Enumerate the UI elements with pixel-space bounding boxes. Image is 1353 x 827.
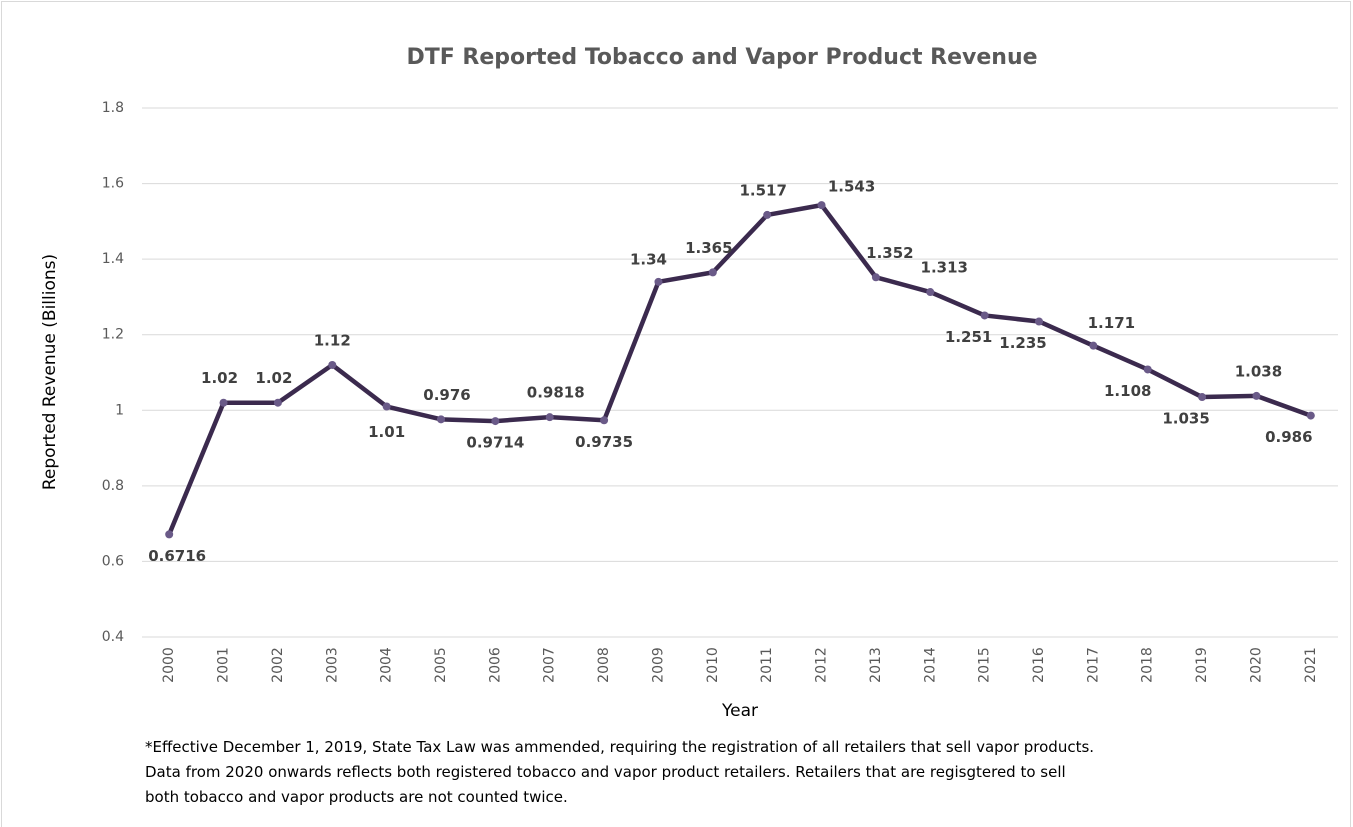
x-tick-label: 2002 bbox=[270, 647, 286, 683]
point bbox=[328, 360, 337, 369]
point bbox=[1035, 317, 1043, 326]
data-label: 1.12 bbox=[314, 331, 351, 349]
point bbox=[219, 398, 228, 407]
point bbox=[980, 311, 989, 320]
data-label: 1.171 bbox=[1088, 314, 1135, 332]
x-tick-label: 2003 bbox=[324, 647, 340, 683]
data-label: 1.251 bbox=[945, 328, 992, 346]
data-label: 1.038 bbox=[1235, 362, 1282, 380]
chart-title: DTF Reported Tobacco and Vapor Product R… bbox=[406, 45, 1037, 70]
point bbox=[763, 210, 772, 219]
point bbox=[1089, 341, 1098, 350]
point bbox=[1143, 365, 1152, 374]
data-label: 1.543 bbox=[828, 178, 875, 196]
point bbox=[165, 530, 174, 539]
point bbox=[708, 268, 717, 277]
line bbox=[167, 202, 1312, 536]
point bbox=[1198, 393, 1207, 402]
data-label: 0.986 bbox=[1265, 428, 1312, 446]
x-tick-label: 2015 bbox=[977, 647, 993, 683]
data-label: 1.517 bbox=[739, 181, 786, 199]
x-tick-label: 2009 bbox=[650, 647, 666, 683]
data-label: 1.02 bbox=[255, 369, 292, 387]
data-label: 1.01 bbox=[368, 423, 405, 441]
x-tick-label: 2010 bbox=[705, 647, 721, 683]
x-tick-label: 2014 bbox=[922, 647, 938, 683]
footnote: *Effective December 1, 2019, State Tax L… bbox=[145, 738, 1094, 756]
y-tick-label: 1.6 bbox=[102, 176, 124, 192]
x-tick-label: 2021 bbox=[1303, 647, 1319, 683]
data-label: 1.34 bbox=[630, 250, 667, 268]
point bbox=[926, 288, 935, 297]
data-label: 0.9818 bbox=[527, 384, 585, 402]
data-label: 0.976 bbox=[423, 386, 470, 404]
x-tick-label: 2008 bbox=[596, 647, 612, 683]
x-tick-label: 2013 bbox=[868, 647, 884, 683]
point bbox=[273, 398, 282, 407]
y-tick-label: 0.4 bbox=[102, 629, 124, 645]
point bbox=[382, 402, 391, 411]
point bbox=[491, 417, 500, 426]
data-label: 1.02 bbox=[201, 369, 238, 387]
data-label: 0.9714 bbox=[466, 434, 524, 452]
x-tick-label: 2004 bbox=[379, 647, 395, 683]
y-tick-label: 0.8 bbox=[102, 478, 124, 494]
x-tick-label: 2007 bbox=[542, 647, 558, 683]
y-tick-label: 1 bbox=[115, 402, 124, 418]
point bbox=[654, 277, 663, 286]
point bbox=[600, 416, 609, 425]
y-tick-label: 0.6 bbox=[102, 553, 124, 569]
data-label: 1.035 bbox=[1162, 410, 1209, 428]
data-label: 1.235 bbox=[999, 334, 1046, 352]
footnote: Data from 2020 onwards reflects both reg… bbox=[145, 763, 1066, 781]
x-axis-label: Year bbox=[721, 701, 758, 721]
point bbox=[437, 415, 445, 424]
x-tick-label: 2018 bbox=[1140, 647, 1156, 683]
x-tick-label: 2005 bbox=[433, 647, 449, 683]
x-tick-label: 2020 bbox=[1248, 647, 1264, 683]
point bbox=[1252, 391, 1261, 400]
data-label: 1.352 bbox=[866, 244, 913, 262]
data-label: 0.6716 bbox=[148, 547, 206, 565]
x-tick-label: 2000 bbox=[161, 647, 177, 683]
x-tick-label: 2019 bbox=[1194, 647, 1210, 683]
footnote: both tobacco and vapor products are not … bbox=[145, 788, 568, 806]
x-tick-label: 2001 bbox=[216, 647, 232, 683]
data-label: 1.313 bbox=[921, 259, 968, 277]
x-tick-label: 2011 bbox=[759, 647, 775, 683]
y-tick-label: 1.2 bbox=[102, 327, 124, 343]
y-tick-label: 1.8 bbox=[102, 100, 124, 116]
data-label: 1.108 bbox=[1104, 382, 1151, 400]
point bbox=[817, 201, 826, 210]
data-label: 0.9735 bbox=[575, 433, 633, 451]
x-tick-label: 2016 bbox=[1031, 647, 1047, 683]
x-tick-label: 2017 bbox=[1085, 647, 1101, 683]
data-label: 1.365 bbox=[685, 239, 732, 257]
point bbox=[545, 413, 554, 422]
point bbox=[1306, 411, 1315, 420]
y-tick-label: 1.4 bbox=[102, 251, 124, 267]
point bbox=[871, 273, 880, 282]
y-axis-label: Reported Revenue (Billions) bbox=[40, 254, 60, 490]
x-tick-label: 2006 bbox=[487, 647, 503, 683]
x-tick-label: 2012 bbox=[814, 647, 830, 683]
